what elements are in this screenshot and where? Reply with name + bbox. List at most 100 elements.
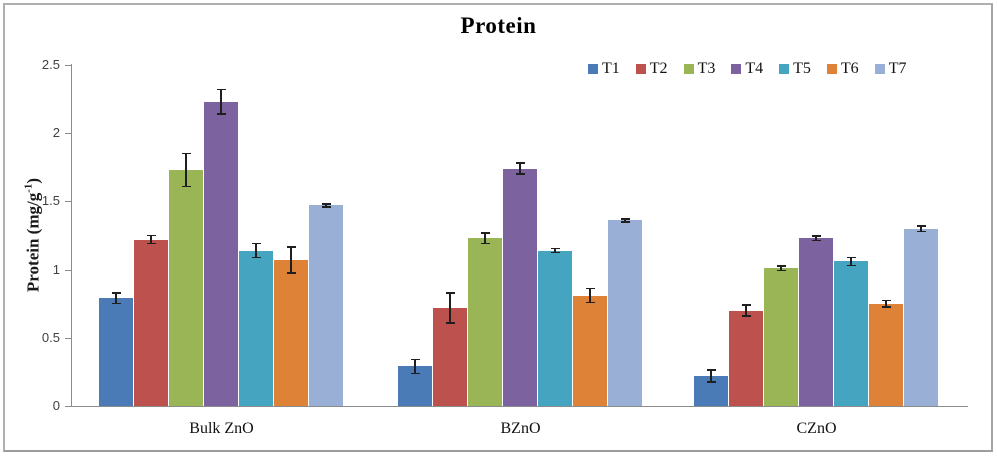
error-bar-cap-bottom-T7-CZnO [916, 230, 926, 233]
error-bar-line-T2-BulkZnO [150, 235, 152, 244]
error-bar-line-T3-BZnO [484, 232, 486, 244]
error-bar-line-T6-BZnO [589, 288, 591, 303]
bar-T4-BZnO [503, 168, 537, 406]
legend-item-T3: T3 [683, 60, 715, 78]
legend-item-T4: T4 [731, 60, 763, 78]
error-bar-cap-bottom-T2-BulkZnO [146, 242, 156, 245]
legend-item-T7: T7 [874, 60, 907, 78]
bar-T2-BulkZnO [134, 239, 168, 406]
error-bar-cap-top-T1-BZnO [410, 358, 420, 361]
bar-T2-BZnO [433, 307, 467, 406]
y-tick-mark [65, 406, 71, 407]
error-bar-cap-bottom-T1-CZnO [706, 381, 716, 383]
error-bar-cap-bottom-T3-BulkZnO [181, 185, 191, 188]
error-bar-cap-top-T1-CZnO [706, 369, 716, 371]
error-bar-line-T5-BulkZnO [255, 243, 257, 258]
error-bar-cap-bottom-T4-BulkZnO [216, 113, 226, 115]
legend-item-T6: T6 [826, 60, 859, 78]
error-bar-cap-bottom-T4-BZnO [515, 173, 525, 175]
error-bar-cap-top-T1-BulkZnO [111, 292, 121, 294]
error-bar-cap-top-T3-BulkZnO [181, 152, 191, 155]
error-bar-cap-top-T7-BZnO [620, 218, 630, 220]
legend-item-T5: T5 [779, 60, 811, 78]
error-bar-line-T5-CZnO [850, 257, 852, 266]
legend-swatch-icon-T1 [588, 64, 598, 74]
error-bar-cap-bottom-T6-BZnO [585, 301, 595, 304]
error-bar-cap-bottom-T7-BZnO [620, 221, 630, 223]
error-bar-line-T7-BulkZnO [325, 203, 327, 208]
legend-swatch-icon-T7 [874, 64, 885, 74]
error-bar-line-T6-BulkZnO [290, 247, 292, 273]
error-bar-line-T1-CZnO [710, 369, 712, 383]
category-label-BulkZnO: Bulk ZnO [189, 420, 254, 437]
error-bar-cap-top-T2-CZnO [741, 304, 751, 306]
y-axis-title-suffix: ) [23, 177, 43, 184]
y-tick-mark [65, 269, 71, 271]
x-axis-line [71, 406, 968, 407]
error-bar-line-T7-CZnO [920, 225, 922, 232]
error-bar-cap-top-T3-BZnO [480, 232, 490, 234]
legend-swatch-icon-T4 [731, 64, 742, 74]
error-bar-line-T2-BZnO [449, 292, 451, 323]
error-bar-line-T5-BZnO [554, 248, 556, 253]
bar-T1-BulkZnO [99, 298, 133, 406]
error-bar-cap-bottom-T3-BZnO [480, 242, 490, 245]
bar-T3-CZnO [764, 268, 798, 406]
error-bar-line-T1-BZnO [414, 359, 416, 374]
bar-T7-BZnO [608, 220, 642, 406]
y-axis-line [71, 64, 72, 406]
error-bar-line-T3-CZnO [780, 266, 782, 271]
legend-swatch-icon-T2 [635, 64, 646, 74]
category-label-CZnO: CZnO [796, 420, 837, 437]
y-tick-label: 2.5 [41, 57, 60, 72]
error-bar-cap-top-T4-CZnO [811, 235, 821, 237]
bar-T2-CZnO [729, 310, 763, 406]
error-bar-cap-bottom-T5-BZnO [550, 251, 560, 254]
error-bar-cap-bottom-T1-BulkZnO [111, 302, 121, 305]
error-bar-cap-bottom-T5-CZnO [846, 264, 856, 267]
error-bar-cap-bottom-T2-BZnO [445, 322, 455, 324]
error-bar-cap-top-T5-BZnO [550, 247, 560, 250]
error-bar-cap-top-T6-BulkZnO [286, 246, 296, 248]
error-bar-cap-top-T3-CZnO [776, 265, 786, 267]
error-bar-line-T4-BZnO [519, 163, 521, 175]
y-tick-label: 0 [52, 398, 60, 413]
error-bar-cap-top-T4-BulkZnO [216, 88, 226, 91]
y-axis-title-superscript: -1 [22, 183, 35, 193]
error-bar-cap-top-T7-CZnO [916, 225, 926, 227]
error-bar-cap-bottom-T4-CZnO [811, 239, 821, 242]
legend-swatch-icon-T5 [779, 64, 790, 74]
legend-label-T1: T1 [602, 60, 620, 77]
error-bar-cap-bottom-T3-CZnO [776, 269, 786, 272]
error-bar-cap-bottom-T6-CZnO [881, 306, 891, 308]
legend-label-T4: T4 [745, 60, 764, 77]
error-bar-cap-top-T7-BulkZnO [321, 203, 331, 205]
bar-T6-CZnO [869, 303, 903, 406]
legend-label-T5: T5 [793, 60, 811, 77]
y-tick-label: 0.5 [41, 329, 60, 345]
error-bar-cap-top-T2-BulkZnO [146, 234, 156, 237]
y-tick-label: 1.5 [41, 193, 60, 209]
error-bar-line-T1-BulkZnO [115, 292, 117, 304]
bar-T3-BZnO [468, 238, 502, 406]
bar-T5-CZnO [834, 261, 868, 406]
error-bar-cap-bottom-T1-BZnO [410, 372, 420, 374]
y-tick-mark [65, 65, 71, 66]
bar-T5-BZnO [538, 250, 572, 406]
legend-swatch-icon-T3 [683, 64, 694, 74]
bar-T7-BulkZnO [309, 205, 343, 406]
y-tick-mark [65, 201, 71, 203]
y-tick-label: 2 [52, 125, 60, 141]
chart-title: Protein [460, 13, 537, 38]
y-tick-mark [65, 133, 71, 135]
error-bar-cap-bottom-T5-BulkZnO [251, 256, 261, 259]
bar-T6-BulkZnO [274, 260, 308, 406]
bar-T3-BulkZnO [169, 170, 203, 406]
legend-label-T7: T7 [888, 60, 907, 77]
error-bar-cap-bottom-T2-CZnO [741, 315, 751, 317]
bar-T6-BZnO [573, 295, 607, 406]
error-bar-cap-top-T6-CZnO [881, 299, 891, 302]
legend-swatch-icon-T6 [826, 64, 837, 74]
legend-item-T2: T2 [635, 60, 668, 78]
